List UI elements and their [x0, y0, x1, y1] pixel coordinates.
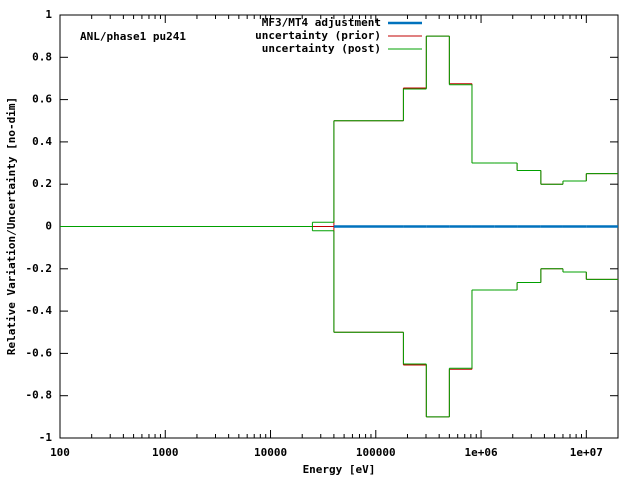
x-tick-label: 1e+06: [464, 446, 497, 459]
y-tick-label: -0.8: [26, 389, 53, 402]
legend-label: MF3/MT4 adjustment: [262, 16, 381, 29]
x-tick-label: 100: [50, 446, 70, 459]
x-tick-label: 1000: [152, 446, 179, 459]
y-axis-label: Relative Variation/Uncertainty [no-dim]: [5, 97, 18, 355]
x-axis-label: Energy [eV]: [303, 463, 376, 476]
y-tick-label: 1: [45, 8, 52, 21]
x-tick-label: 1e+07: [570, 446, 603, 459]
legend-label: uncertainty (prior): [255, 29, 381, 42]
y-tick-label: -0.2: [26, 262, 53, 275]
y-tick-label: 0.2: [32, 177, 52, 190]
annotation: ANL/phase1 pu241: [80, 30, 186, 43]
y-tick-label: -0.6: [26, 346, 53, 359]
y-tick-label: 0.8: [32, 50, 52, 63]
y-tick-label: 0: [45, 220, 52, 233]
y-tick-label: -1: [39, 431, 53, 444]
y-tick-label: 0.4: [32, 135, 52, 148]
x-tick-label: 10000: [254, 446, 287, 459]
y-tick-label: -0.4: [26, 304, 53, 317]
legend-label: uncertainty (post): [262, 42, 381, 55]
x-tick-label: 100000: [356, 446, 396, 459]
y-tick-label: 0.6: [32, 93, 52, 106]
